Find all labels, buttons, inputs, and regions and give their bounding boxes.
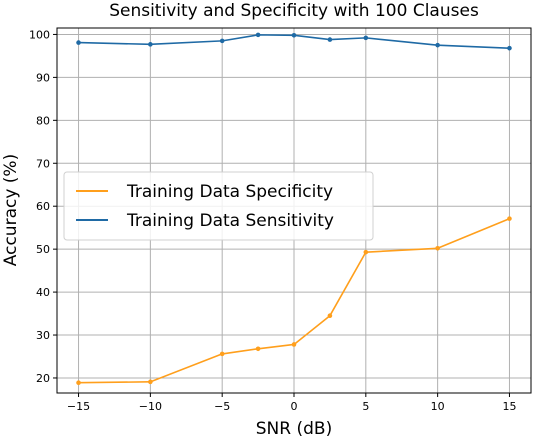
sensitivity-point: [363, 35, 369, 41]
x-tick-label: 10: [431, 400, 445, 413]
sensitivity-point: [291, 33, 297, 38]
legend-label-sensitivity: Training Data Sensitivity: [126, 211, 334, 231]
x-tick-label: 5: [362, 400, 369, 413]
x-tick-label: −5: [214, 400, 230, 413]
y-tick-label: 40: [36, 286, 50, 299]
sensitivity-point: [219, 38, 225, 44]
specificity-point: [148, 379, 153, 385]
specificity-point: [76, 380, 81, 385]
legend-label-specificity: Training Data Specificity: [126, 182, 333, 202]
x-tick-label: −10: [139, 400, 162, 413]
legend: Training Data Specificity Training Data …: [63, 171, 374, 241]
x-axis-label: SNR (dB): [256, 419, 332, 438]
y-tick-label: 90: [36, 71, 50, 84]
sensitivity-point: [255, 32, 261, 38]
specificity-point: [255, 346, 261, 352]
y-axis-label: Accuracy (%): [1, 154, 21, 266]
specificity-point: [291, 342, 297, 347]
sensitivity-point: [76, 40, 81, 45]
y-tick-label: 50: [36, 243, 50, 256]
specificity-point: [507, 216, 512, 221]
y-tick-label: 60: [36, 200, 50, 213]
sensitivity-point: [327, 37, 333, 42]
sensitivity-point: [148, 42, 153, 47]
specificity-point: [327, 313, 333, 319]
specificity-point: [435, 245, 440, 251]
x-axis-ticks: −15 −10 −5 0 5 10 15: [67, 393, 516, 413]
y-tick-label: 80: [36, 114, 50, 127]
legend-box: [63, 171, 374, 241]
x-tick-label: −15: [67, 400, 90, 413]
y-axis-ticks: 20 30 40 50 60 70 80 90 100: [29, 28, 57, 385]
x-tick-label: 15: [502, 400, 516, 413]
plot-frame: [56, 27, 532, 394]
y-tick-label: 70: [36, 157, 50, 170]
sensitivity-point: [435, 42, 440, 48]
series-group: [76, 32, 512, 385]
chart-title: Sensitivity and Specificity with 100 Cla…: [109, 1, 479, 21]
y-tick-label: 20: [36, 372, 50, 385]
y-tick-label: 100: [29, 28, 50, 41]
x-tick-label: 0: [291, 400, 298, 413]
sensitivity-point: [507, 45, 512, 51]
specificity-point: [219, 351, 225, 357]
y-tick-label: 30: [36, 329, 50, 342]
specificity-point: [363, 249, 369, 255]
